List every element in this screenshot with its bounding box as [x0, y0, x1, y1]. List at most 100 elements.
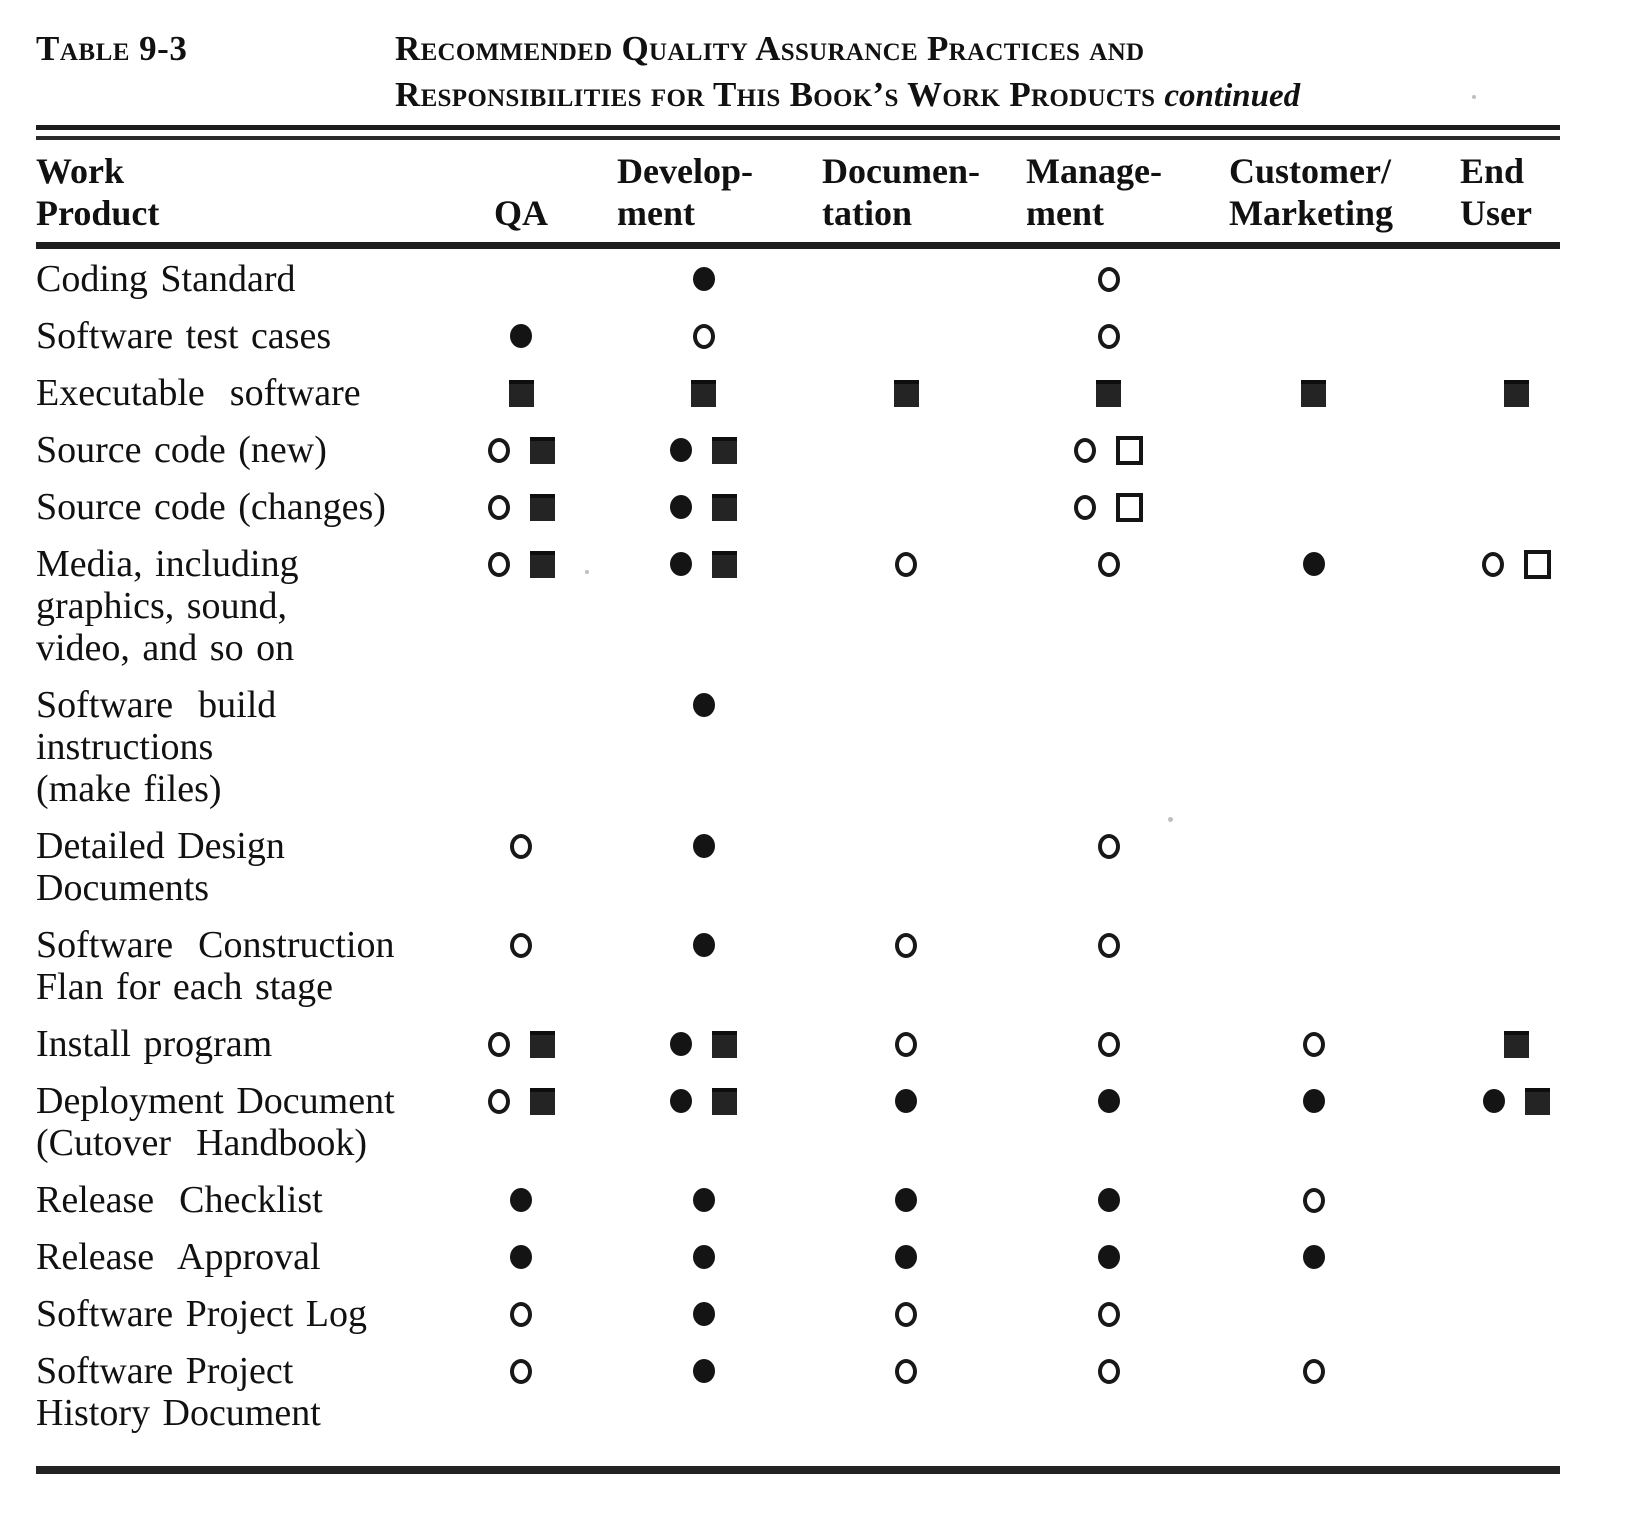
cell-management	[1006, 924, 1211, 966]
column-header-text: Manage-	[1026, 151, 1162, 191]
top-double-rule	[36, 125, 1560, 140]
cell-documentation	[806, 372, 1006, 414]
cell-customer-marketing	[1211, 924, 1416, 966]
open-circle-icon	[1097, 833, 1120, 859]
cell-qa	[441, 429, 601, 471]
cell-documentation	[806, 1236, 1006, 1278]
filled-square-icon	[529, 1087, 555, 1115]
open-circle-icon	[510, 1301, 532, 1327]
cell-documentation	[806, 315, 1006, 357]
filled-square-icon	[1503, 379, 1529, 407]
work-product-label-line: Software Project	[36, 1350, 294, 1392]
table-row: Release Checklist	[36, 1179, 1612, 1221]
work-product-label-line: video, and so on	[36, 627, 295, 669]
open-circle-icon	[1097, 266, 1120, 292]
filled-circle-icon	[1097, 1188, 1120, 1212]
cell-qa	[441, 825, 601, 867]
filled-square-icon	[1524, 1087, 1550, 1115]
open-circle-icon	[487, 551, 510, 577]
table-row: Detailed Design Documents	[36, 825, 1612, 909]
table-row: Source code (changes)	[36, 486, 1612, 528]
table-row: Deployment Document (Cutover Handbook)	[36, 1080, 1612, 1164]
open-circle-icon	[1097, 1358, 1120, 1384]
filled-circle-icon	[510, 324, 532, 348]
table-header-row: Work Product QA Develop-ment Documen-tation…	[36, 140, 1612, 242]
table-row: Software build instructions (make files)	[36, 684, 1612, 810]
filled-square-icon	[529, 1030, 555, 1058]
cell-management	[1006, 543, 1211, 585]
work-product-label-line: (make files)	[36, 768, 222, 810]
column-header-text: User	[1460, 193, 1532, 233]
cell-end-user	[1416, 1293, 1616, 1335]
work-product-label-line: Source code (new)	[36, 429, 327, 471]
filled-circle-icon	[692, 933, 715, 957]
open-circle-icon	[895, 1301, 917, 1327]
filled-square-icon	[1096, 379, 1121, 407]
cell-qa	[441, 315, 601, 357]
work-product-label-line: instructions	[36, 726, 214, 768]
table-title-line1: Recommended Quality Assurance Practices …	[395, 29, 1145, 68]
cell-customer-marketing	[1211, 543, 1416, 585]
cell-development	[601, 1080, 806, 1122]
work-product-label-line: History Document	[36, 1392, 321, 1434]
filled-circle-icon	[895, 1188, 917, 1212]
cell-development	[601, 924, 806, 966]
filled-circle-icon	[510, 1245, 532, 1269]
open-circle-icon	[1097, 323, 1120, 349]
column-header-text: Customer/	[1229, 151, 1391, 191]
filled-square-icon	[1503, 1030, 1529, 1058]
filled-square-icon	[712, 1030, 737, 1058]
filled-square-icon	[893, 379, 919, 407]
filled-square-icon	[529, 436, 555, 464]
cell-qa	[441, 1080, 601, 1122]
cell-development	[601, 1293, 806, 1335]
work-product-label-line: (Cutover Handbook)	[36, 1122, 368, 1164]
cell-customer-marketing	[1211, 315, 1416, 357]
open-circle-icon	[487, 1088, 510, 1114]
work-product-label: Coding Standard	[36, 258, 441, 300]
table-row: Software Project History Document	[36, 1350, 1612, 1434]
table-row: Media, including graphics, sound, video, a…	[36, 543, 1612, 669]
column-header-text: Documen-	[822, 151, 980, 191]
cell-development	[601, 1350, 806, 1392]
table-title: Recommended Quality Assurance Practices …	[395, 26, 1612, 119]
column-header-text	[441, 150, 601, 192]
cell-documentation	[806, 1080, 1006, 1122]
cell-management	[1006, 315, 1211, 357]
cell-management	[1006, 1080, 1211, 1122]
cell-customer-marketing	[1211, 429, 1416, 471]
work-product-label-line: Install program	[36, 1023, 273, 1065]
open-circle-icon	[487, 1031, 510, 1057]
cell-management	[1006, 1350, 1211, 1392]
cell-documentation	[806, 1350, 1006, 1392]
work-product-label: Software Construction Flan for each stage	[36, 924, 441, 1008]
cell-qa	[441, 1293, 601, 1335]
cell-customer-marketing	[1211, 486, 1416, 528]
work-product-label-line: Coding Standard	[36, 258, 296, 300]
cell-end-user	[1416, 1023, 1616, 1065]
open-square-icon	[1116, 492, 1143, 522]
cell-end-user	[1416, 924, 1616, 966]
cell-management	[1006, 372, 1211, 414]
cell-development	[601, 684, 806, 726]
filled-circle-icon	[670, 1032, 692, 1056]
open-circle-icon	[1074, 437, 1096, 463]
cell-end-user	[1416, 258, 1616, 300]
cell-documentation	[806, 684, 1006, 726]
filled-circle-icon	[1302, 552, 1325, 576]
work-product-label: Software Project History Document	[36, 1350, 441, 1434]
cell-documentation	[806, 1293, 1006, 1335]
open-circle-icon	[510, 833, 532, 859]
work-product-label-line: Software test cases	[36, 315, 332, 357]
open-circle-icon	[1481, 551, 1504, 577]
table-row: Executable software	[36, 372, 1612, 414]
cell-end-user	[1416, 429, 1616, 471]
column-header-qa: QA	[441, 150, 601, 234]
filled-circle-icon	[895, 1245, 917, 1269]
column-header-text: Develop-	[617, 151, 753, 191]
cell-customer-marketing	[1211, 1080, 1416, 1122]
cell-end-user	[1416, 684, 1616, 726]
column-header-development: Develop-ment	[601, 150, 806, 234]
table-row: Software test cases	[36, 315, 1612, 357]
